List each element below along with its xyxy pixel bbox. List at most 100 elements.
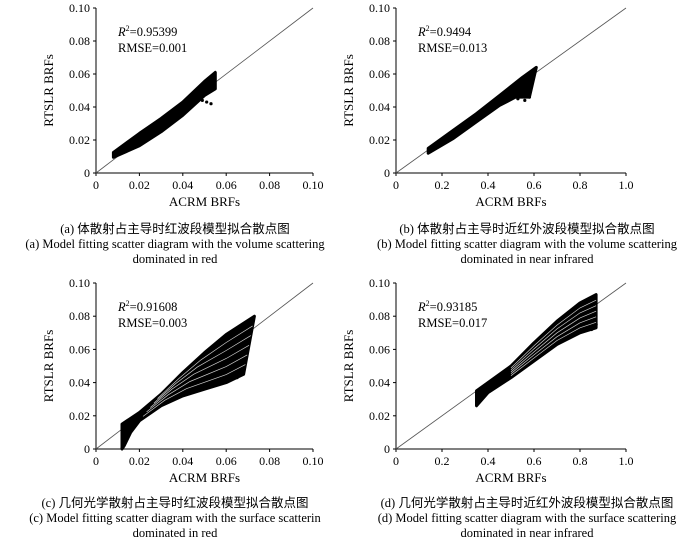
x-tick-label: 0.08 [259,178,280,192]
caption-a-cn: (a) 体散射占主导时红波段模型拟合散点图 [60,222,290,236]
x-tick-label: 0 [93,454,99,468]
x-tick-label: 0.8 [573,178,588,192]
caption-d: (d) 几何光学散射占主导时近红外波段模型拟合散点图 (d) Model fit… [362,496,692,541]
scatter-point [527,95,532,99]
x-tick-label: 0.4 [481,178,496,192]
caption-a: (a) 体散射占主导时红波段模型拟合散点图 (a) Model fitting … [10,222,340,267]
x-tick-label: 0.10 [303,178,324,192]
scatter-point [241,367,246,371]
x-tick-label: 0 [393,178,399,192]
y-tick-label: 0.06 [369,67,390,81]
caption-c: (c) 几何光学散射占主导时红波段模型拟合散点图 (c) Model fitti… [10,496,340,541]
scatter-stripe [510,310,597,373]
scatter-point [589,327,594,332]
r-squared-label: R2=0.91608 [117,299,177,314]
x-tick-label: 0.02 [129,178,150,192]
r-squared-label: R2=0.95399 [117,24,177,39]
x-tick-label: 1.0 [619,178,634,192]
r-squared-label: R2=0.93185 [417,299,477,314]
x-tick-label: 0.2 [435,454,450,468]
y-tick-label: 0.10 [69,276,90,290]
x-tick-label: 0.4 [481,454,496,468]
y-tick-label: 0.08 [69,34,90,48]
x-tick-label: 0.6 [527,178,542,192]
x-tick-label: 0.04 [172,178,193,192]
y-tick-label: 0 [84,166,90,180]
x-tick-label: 0.02 [129,454,150,468]
x-tick-label: 1.0 [619,454,634,468]
y-axis-title: RTSLR BRFs [341,330,356,403]
scatter-stripe [157,325,253,399]
y-axis-title: RTSLR BRFs [41,54,56,127]
scatter-point [516,97,520,101]
y-tick-label: 0.02 [369,409,390,423]
caption-c-en-line2: dominated in red [132,526,218,540]
x-axis-title: ACRM BRFs [475,194,546,209]
y-tick-label: 0.02 [69,409,90,423]
scatter-stripe [150,344,250,408]
y-tick-label: 0.06 [369,342,390,356]
caption-b: (b) 体散射占主导时近红外波段模型拟合散点图 (b) Model fittin… [362,222,692,267]
y-tick-label: 0.10 [369,1,390,15]
scatter-cloud [426,65,538,155]
x-axis-title: ACRM BRFs [169,470,240,485]
chart-panel-a: 0 0.02 0.04 0.06 0.08 0.10 0 0.02 0.04 0.06 0.08 0.… [41,1,324,209]
x-tick-label: 0.08 [259,454,280,468]
y-tick-label: 0.04 [369,376,390,390]
x-tick-label: 0 [93,178,99,192]
scatter-stripe [142,364,246,417]
y-tick-label: 0.06 [69,67,90,81]
scatter-point [209,102,213,106]
y-tick-label: 0.10 [69,1,90,15]
scatter-point [594,322,598,327]
rmse-label: RMSE=0.001 [118,41,187,55]
caption-a-en-line1: (a) Model fitting scatter diagram with t… [25,237,325,251]
scatter-stripe [510,316,597,374]
x-tick-label: 0.8 [573,454,588,468]
y-tick-label: 0.02 [369,133,390,147]
caption-b-en-line2: dominated in near infrared [460,252,594,266]
chart-panel-d: 0 0.02 0.04 0.06 0.08 0.10 0 0.2 0.4 0.6 0.8 1.0 ACR… [341,276,634,485]
y-axis-title: RTSLR BRFs [341,54,356,127]
y-tick-label: 0.04 [369,100,390,114]
x-tick-label: 0.04 [172,454,193,468]
x-tick-label: 0.2 [435,178,450,192]
rmse-label: RMSE=0.017 [418,316,487,330]
scatter-stripe [510,305,597,371]
caption-d-cn: (d) 几何光学散射占主导时近红外波段模型拟合散点图 [380,496,674,510]
rmse-label: RMSE=0.003 [118,316,187,330]
y-tick-label: 0.08 [369,309,390,323]
scatter-point [124,435,128,439]
caption-b-cn: (b) 体散射占主导时近红外波段模型拟合散点图 [399,222,655,236]
scatter-stripe [153,335,251,404]
x-axis-title: ACRM BRFs [169,194,240,209]
scatter-cloud [111,70,217,159]
x-tick-label: 0.06 [216,178,237,192]
scatter-point [235,376,239,380]
rmse-label: RMSE=0.013 [418,41,487,55]
y-tick-label: 0.02 [69,133,90,147]
scatter-stripe [510,321,597,376]
scatter-stripe [146,354,248,413]
x-tick-label: 0.06 [216,454,237,468]
x-tick-label: 0.10 [303,454,324,468]
caption-c-en-line1: (c) Model fitting scatter diagram with t… [29,511,321,525]
y-tick-label: 0.08 [369,34,390,48]
y-tick-label: 0 [384,166,390,180]
caption-d-en-line1: (d) Model fitting scatter diagram with t… [377,511,677,525]
scatter-point [120,445,124,449]
y-tick-label: 0.10 [369,276,390,290]
y-tick-label: 0.04 [69,376,90,390]
y-tick-label: 0.04 [69,100,90,114]
scatter-point [477,400,481,405]
x-tick-label: 0.6 [527,454,542,468]
y-tick-label: 0.08 [69,309,90,323]
caption-d-en-line2: dominated in near infrared [460,526,594,540]
chart-panel-b: 0 0.02 0.04 0.06 0.08 0.10 0 0.2 0.4 0.6 0.8 1.0 ACR… [341,1,634,209]
x-axis-title: ACRM BRFs [475,470,546,485]
y-tick-label: 0 [84,442,90,456]
caption-c-cn: (c) 几何光学散射占主导时红波段模型拟合散点图 [41,496,309,510]
y-tick-label: 0.06 [69,342,90,356]
caption-a-en-line2: dominated in red [132,252,218,266]
